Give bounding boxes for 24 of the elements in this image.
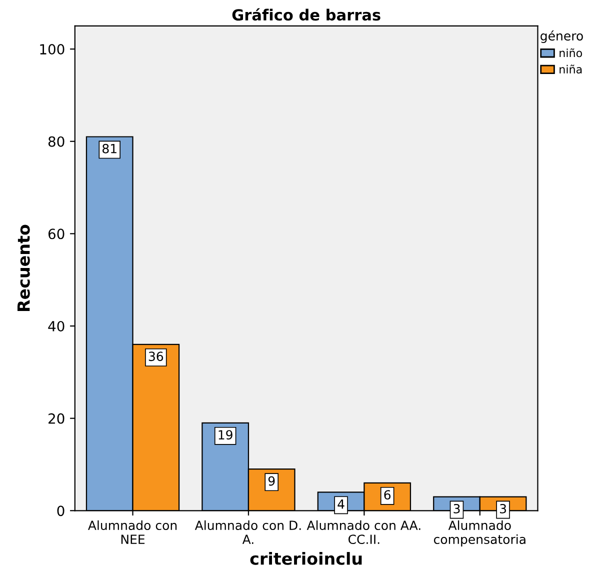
data-label: 9 xyxy=(268,476,275,486)
data-label: 19 xyxy=(218,430,232,440)
y-tick-label: 0 xyxy=(57,506,64,516)
y-tick-label: 80 xyxy=(48,136,64,147)
x-tick-label: Alumnado con NEE xyxy=(88,520,177,544)
data-label: 81 xyxy=(102,144,116,154)
legend-label: niño xyxy=(560,48,582,58)
y-tick-label: 40 xyxy=(48,320,64,332)
x-tick-label: Alumnado con D. A. xyxy=(194,520,301,544)
x-axis-title: criterioinclu xyxy=(250,552,362,565)
x-tick-label: Alumnado compensatoria xyxy=(434,520,526,546)
legend-label: niña xyxy=(560,64,582,74)
data-label: 36 xyxy=(148,352,164,362)
chart-title: Gráfico de barras xyxy=(232,8,380,21)
y-tick-label: 20 xyxy=(48,413,64,424)
data-label: 6 xyxy=(384,490,391,500)
x-tick-label: Alumnado con AA. CC.II. xyxy=(306,520,420,544)
data-label: 4 xyxy=(338,499,344,509)
data-label: 3 xyxy=(454,504,460,514)
data-label: 3 xyxy=(500,504,506,514)
y-tick-label: 100 xyxy=(40,44,64,55)
legend-title: género xyxy=(540,30,583,44)
y-tick-label: 60 xyxy=(48,228,64,240)
y-axis-title: Recuento xyxy=(18,224,30,312)
